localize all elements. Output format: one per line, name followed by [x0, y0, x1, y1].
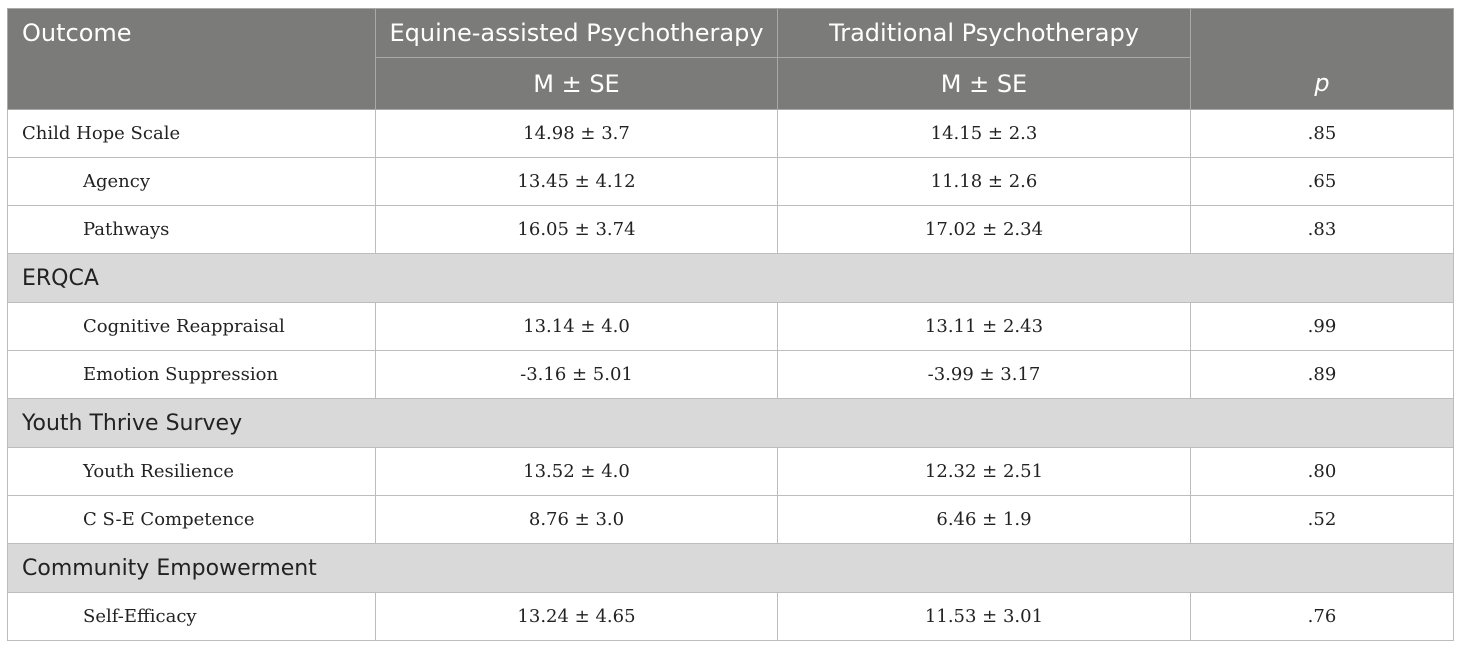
p-value: .52: [1190, 495, 1454, 544]
table-row: C S-E Competence 8.76 ± 3.0 6.46 ± 1.9 .…: [7, 495, 1454, 544]
table-row: Cognitive Reappraisal 13.14 ± 4.0 13.11 …: [7, 302, 1454, 351]
table-row: Child Hope Scale 14.98 ± 3.7 14.15 ± 2.3…: [7, 109, 1454, 158]
traditional-value: 6.46 ± 1.9: [777, 495, 1191, 544]
row-label: Self-Efficacy: [7, 592, 376, 641]
section-row: ERQCA: [7, 253, 1454, 303]
table-row: Pathways 16.05 ± 3.74 17.02 ± 2.34 .83: [7, 205, 1454, 254]
section-label: ERQCA: [7, 253, 1454, 303]
table-row: Self-Efficacy 13.24 ± 4.65 11.53 ± 3.01 …: [7, 592, 1454, 641]
section-row: Youth Thrive Survey: [7, 398, 1454, 448]
p-value: .99: [1190, 302, 1454, 351]
row-label: Child Hope Scale: [7, 109, 376, 158]
equine-value: 13.45 ± 4.12: [375, 157, 778, 206]
p-value: .76: [1190, 592, 1454, 641]
p-value: .89: [1190, 350, 1454, 399]
equine-value: 13.24 ± 4.65: [375, 592, 778, 641]
p-value: .65: [1190, 157, 1454, 206]
p-value: .85: [1190, 109, 1454, 158]
table-row: Youth Resilience 13.52 ± 4.0 12.32 ± 2.5…: [7, 447, 1454, 496]
table-row: Agency 13.45 ± 4.12 11.18 ± 2.6 .65: [7, 157, 1454, 206]
section-label: Youth Thrive Survey: [7, 398, 1454, 448]
row-label: C S-E Competence: [7, 495, 376, 544]
p-value: .80: [1190, 447, 1454, 496]
traditional-value: 13.11 ± 2.43: [777, 302, 1191, 351]
equine-value: 16.05 ± 3.74: [375, 205, 778, 254]
traditional-value: 12.32 ± 2.51: [777, 447, 1191, 496]
section-row: Community Empowerment: [7, 543, 1454, 593]
header-equine-assisted: Equine-assisted Psychotherapy: [375, 8, 778, 58]
row-label: Agency: [7, 157, 376, 206]
row-label: Pathways: [7, 205, 376, 254]
equine-value: 14.98 ± 3.7: [375, 109, 778, 158]
row-label: Cognitive Reappraisal: [7, 302, 376, 351]
equine-value: -3.16 ± 5.01: [375, 350, 778, 399]
equine-value: 13.14 ± 4.0: [375, 302, 778, 351]
row-label: Youth Resilience: [7, 447, 376, 496]
header-traditional: Traditional Psychotherapy: [777, 8, 1191, 58]
table-row: Emotion Suppression -3.16 ± 5.01 -3.99 ±…: [7, 350, 1454, 399]
row-label: Emotion Suppression: [7, 350, 376, 399]
traditional-value: 11.18 ± 2.6: [777, 157, 1191, 206]
header-p-value: p: [1190, 8, 1454, 110]
results-table: Outcome Equine-assisted Psychotherapy Tr…: [7, 8, 1454, 641]
header-equine-m-se: M ± SE: [375, 57, 778, 110]
table-body: Child Hope Scale 14.98 ± 3.7 14.15 ± 2.3…: [7, 109, 1454, 641]
header-traditional-m-se: M ± SE: [777, 57, 1191, 110]
equine-value: 13.52 ± 4.0: [375, 447, 778, 496]
traditional-value: 17.02 ± 2.34: [777, 205, 1191, 254]
traditional-value: -3.99 ± 3.17: [777, 350, 1191, 399]
equine-value: 8.76 ± 3.0: [375, 495, 778, 544]
p-value: .83: [1190, 205, 1454, 254]
traditional-value: 14.15 ± 2.3: [777, 109, 1191, 158]
table-header: Outcome Equine-assisted Psychotherapy Tr…: [7, 8, 1454, 110]
header-outcome: Outcome: [7, 8, 376, 110]
section-label: Community Empowerment: [7, 543, 1454, 593]
traditional-value: 11.53 ± 3.01: [777, 592, 1191, 641]
